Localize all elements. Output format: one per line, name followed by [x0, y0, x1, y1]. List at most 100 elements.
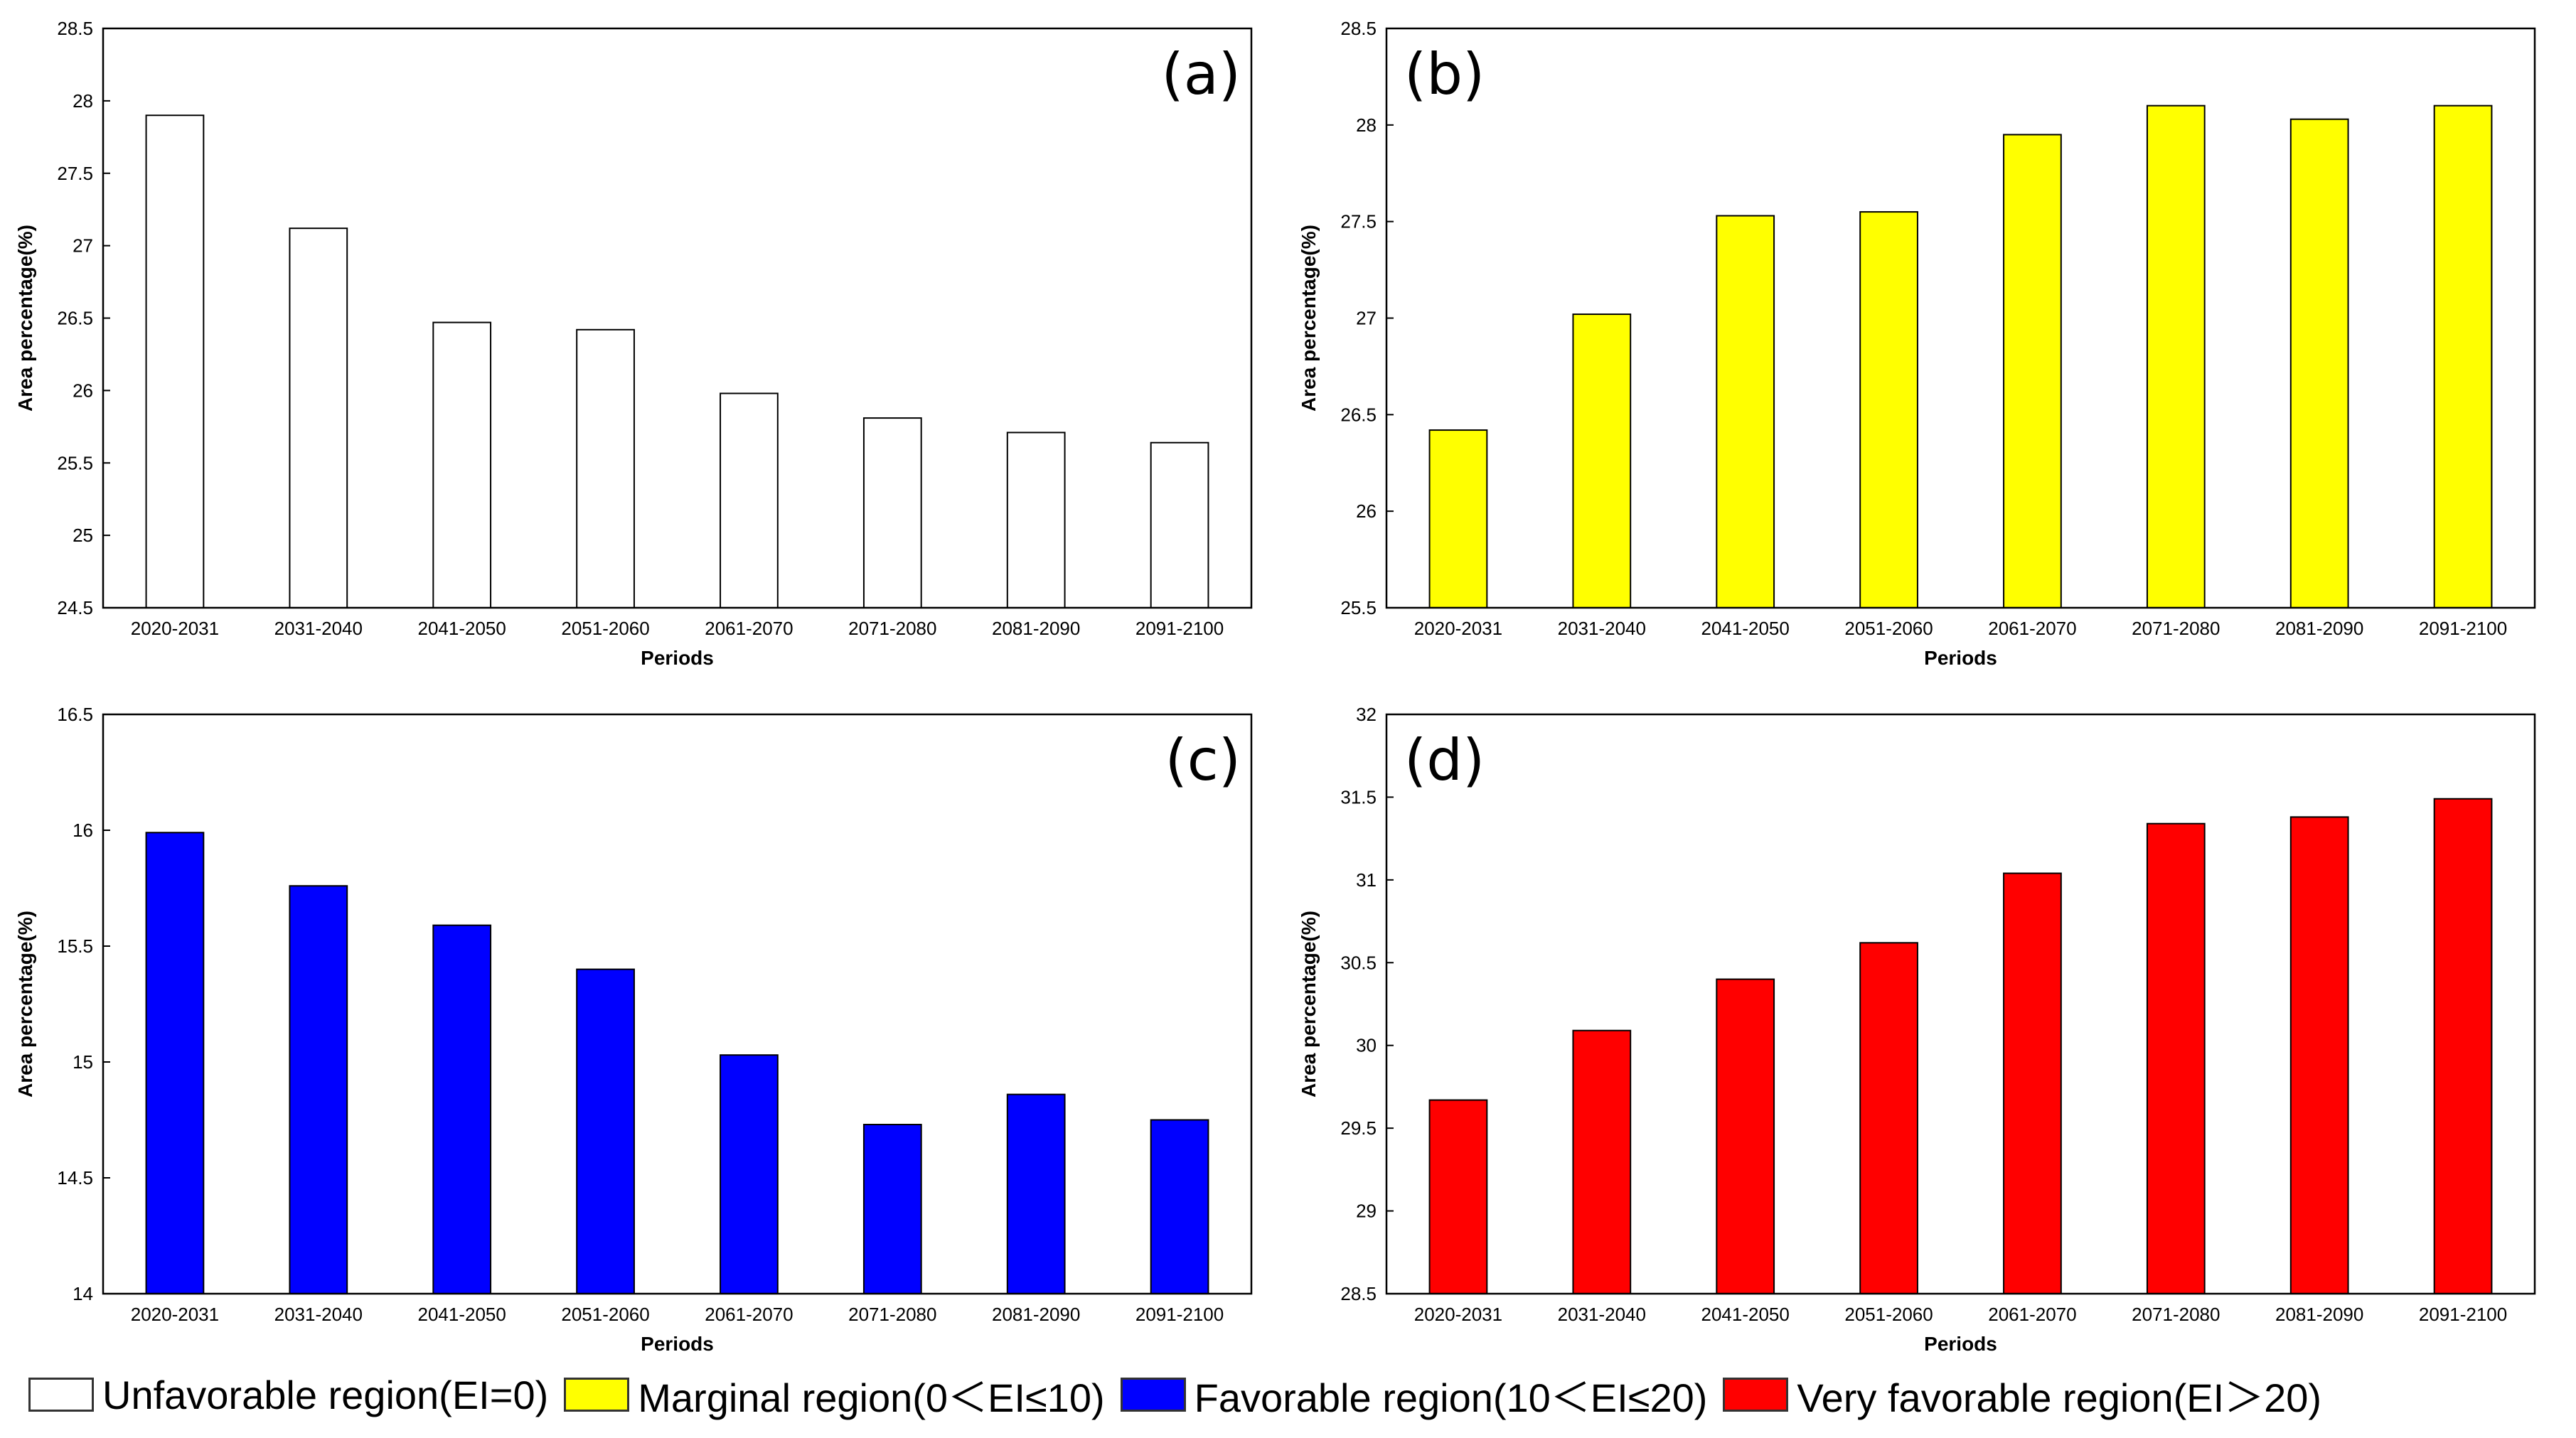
- x-tick-label-b-7: 2091-2100: [2419, 618, 2507, 639]
- y-tick-label-c-3: 15.5: [57, 935, 93, 957]
- legend-label-unfavorable: Unfavorable region(EI=0): [102, 1372, 549, 1417]
- bar-c-2020-2031: [145, 832, 205, 1294]
- legend-swatch-favorable: [1120, 1378, 1186, 1412]
- y-tick-label-a-2: 25.5: [57, 452, 93, 473]
- y-tick-label-a-3: 26: [73, 380, 93, 401]
- panel-label-c: (c): [1165, 727, 1241, 793]
- x-tick-label-b-4: 2061-2070: [1988, 618, 2076, 639]
- x-axis-title-c: Periods: [641, 1333, 714, 1355]
- bar-c-2041-2050: [432, 924, 492, 1295]
- y-tick-label-d-0: 28.5: [1340, 1283, 1377, 1304]
- bar-a-2061-2070: [720, 392, 779, 608]
- legend: Unfavorable region(EI=0) Marginal region…: [28, 1372, 2337, 1420]
- x-tick-label-d-2: 2041-2050: [1701, 1304, 1790, 1325]
- y-tick-label-b-2: 26.5: [1340, 404, 1377, 425]
- x-tick-label-c-7: 2091-2100: [1135, 1304, 1224, 1325]
- bar-a-2071-2080: [862, 417, 922, 609]
- bar-c-2051-2060: [576, 968, 635, 1294]
- x-tick-label-a-5: 2071-2080: [848, 618, 936, 639]
- bar-d-2051-2060: [1859, 942, 1918, 1295]
- bar-a-2041-2050: [432, 321, 492, 608]
- x-tick-label-a-0: 2020-2031: [131, 618, 219, 639]
- bar-c-2081-2090: [1006, 1093, 1066, 1294]
- bar-b-2061-2070: [2003, 134, 2062, 608]
- x-tick-label-d-0: 2020-2031: [1414, 1304, 1502, 1325]
- plot-frame-c: [102, 713, 1253, 1295]
- bar-a-2051-2060: [576, 328, 635, 608]
- bar-d-2071-2080: [2146, 822, 2206, 1294]
- chart-panel-d: 28.5 29 29.5 30 30.5 31 31.5 32 2020-2031 2031-20…: [1298, 704, 2536, 1355]
- x-tick-label-c-2: 2041-2050: [418, 1304, 506, 1325]
- legend-item-favorable: Favorable region(10＜EI≤20): [1120, 1366, 1708, 1424]
- bar-a-2031-2040: [289, 227, 348, 608]
- legend-label-favorable: Favorable region(10＜EI≤20): [1194, 1375, 1708, 1420]
- legend-item-very-favorable: Very favorable region(EI＞20): [1723, 1366, 2321, 1424]
- legend-swatch-marginal: [564, 1378, 630, 1412]
- bar-d-2081-2090: [2289, 816, 2349, 1295]
- x-tick-label-a-2: 2041-2050: [418, 618, 506, 639]
- bar-b-2091-2100: [2433, 104, 2493, 608]
- bar-c-2071-2080: [862, 1124, 922, 1295]
- chart-panel-c: 14 14.5 15 15.5 16 16.5 2020-2031 2031-2040 2041…: [14, 704, 1253, 1355]
- x-tick-label-d-7: 2091-2100: [2419, 1304, 2507, 1325]
- bar-b-2051-2060: [1859, 211, 1918, 609]
- bar-d-2091-2100: [2433, 798, 2493, 1295]
- x-tick-label-c-4: 2061-2070: [705, 1304, 793, 1325]
- figure: 24.5 25 25.5 26 26.5 27 27.5 28 28.5 2020-2031 203…: [14, 18, 2536, 1355]
- x-tick-label-a-7: 2091-2100: [1135, 618, 1224, 639]
- y-tick-label-b-3: 27: [1356, 308, 1377, 329]
- plot-frame-a: [102, 27, 1253, 609]
- y-tick-label-c-5: 16.5: [57, 704, 93, 725]
- legend-item-marginal: Marginal region(0＜EI≤10): [564, 1366, 1105, 1424]
- bar-c-2091-2100: [1150, 1119, 1209, 1294]
- y-tick-label-d-2: 29.5: [1340, 1117, 1377, 1139]
- legend-swatch-very-favorable: [1723, 1378, 1789, 1412]
- x-tick-label-c-5: 2071-2080: [848, 1304, 936, 1325]
- panel-label-d: (d): [1404, 727, 1485, 793]
- x-axis-title-a: Periods: [641, 647, 714, 669]
- y-tick-label-d-4: 30.5: [1340, 952, 1377, 973]
- y-axis-title-b: Area percentage(%): [1298, 225, 1320, 412]
- x-tick-label-b-5: 2071-2080: [2132, 618, 2220, 639]
- bar-b-2020-2031: [1428, 429, 1488, 608]
- bar-a-2091-2100: [1150, 441, 1209, 608]
- legend-swatch-unfavorable: [28, 1378, 94, 1412]
- x-tick-label-a-3: 2051-2060: [561, 618, 649, 639]
- y-tick-label-d-1: 29: [1356, 1201, 1377, 1222]
- y-tick-label-a-7: 28: [73, 90, 93, 112]
- y-tick-label-c-4: 16: [73, 820, 93, 841]
- bar-d-2031-2040: [1572, 1029, 1632, 1295]
- y-tick-label-a-5: 27: [73, 235, 93, 257]
- plot-frame-d: [1385, 713, 2536, 1295]
- x-tick-label-a-1: 2031-2040: [274, 618, 363, 639]
- x-tick-label-a-4: 2061-2070: [705, 618, 793, 639]
- x-axis-title-d: Periods: [1924, 1333, 1997, 1355]
- chart-panel-a: 24.5 25 25.5 26 26.5 27 27.5 28 28.5 2020-2031 203…: [14, 18, 1253, 669]
- legend-label-very-favorable: Very favorable region(EI＞20): [1797, 1375, 2322, 1420]
- y-tick-label-b-1: 26: [1356, 500, 1377, 522]
- bar-a-2020-2031: [145, 114, 205, 608]
- y-tick-label-b-4: 27.5: [1340, 211, 1377, 232]
- x-tick-label-b-0: 2020-2031: [1414, 618, 1502, 639]
- y-tick-label-a-6: 27.5: [57, 163, 93, 184]
- plot-frame-b: [1385, 27, 2536, 609]
- y-tick-label-c-0: 14: [73, 1283, 93, 1304]
- y-tick-label-c-1: 14.5: [57, 1167, 93, 1189]
- x-tick-label-d-1: 2031-2040: [1558, 1304, 1646, 1325]
- bar-d-2061-2070: [2003, 872, 2062, 1294]
- y-axis-title-c: Area percentage(%): [14, 911, 36, 1098]
- x-tick-label-c-3: 2051-2060: [561, 1304, 649, 1325]
- x-tick-label-d-6: 2081-2090: [2275, 1304, 2363, 1325]
- x-tick-label-b-3: 2051-2060: [1844, 618, 1933, 639]
- x-tick-label-d-3: 2051-2060: [1844, 1304, 1933, 1325]
- y-tick-label-d-7: 32: [1356, 704, 1377, 725]
- y-axis-title-a: Area percentage(%): [14, 225, 36, 412]
- bar-c-2061-2070: [720, 1054, 779, 1294]
- y-tick-label-a-4: 26.5: [57, 308, 93, 329]
- y-tick-label-d-5: 31: [1356, 869, 1377, 891]
- y-tick-label-b-6: 28.5: [1340, 18, 1377, 39]
- x-tick-label-c-1: 2031-2040: [274, 1304, 363, 1325]
- x-tick-label-d-5: 2071-2080: [2132, 1304, 2220, 1325]
- bar-b-2081-2090: [2289, 118, 2349, 608]
- x-tick-label-c-0: 2020-2031: [131, 1304, 219, 1325]
